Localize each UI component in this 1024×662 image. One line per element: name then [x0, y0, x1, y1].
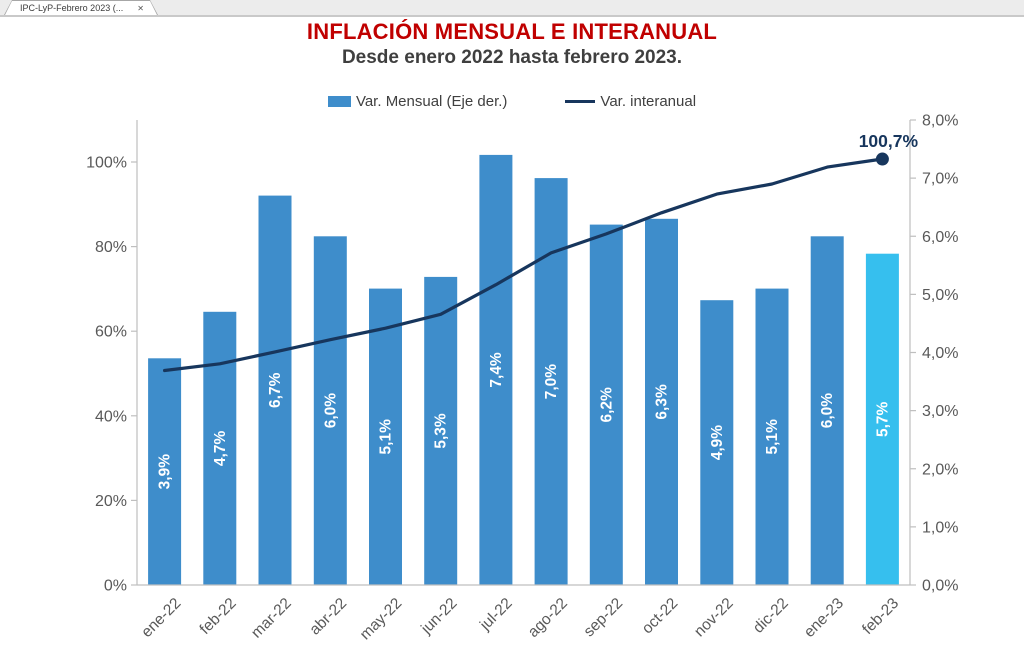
bar-value-label-jun-22: 5,3% [433, 413, 450, 449]
legend-label-var-interanual: Var. interanual [600, 92, 697, 110]
bar-value-label-abr-22: 6,0% [322, 393, 339, 429]
left-tick-label: 40% [95, 408, 127, 425]
right-tick-label: 2,0% [922, 461, 958, 478]
bar-value-label-ago-22: 7,0% [543, 364, 560, 400]
bars-var-mensual [148, 154, 899, 586]
left-tick-label: 20% [95, 493, 127, 510]
x-tick-label-jun-22: jun-22 [417, 595, 460, 638]
right-tick-label: 8,0% [922, 113, 958, 130]
right-tick-label: 3,0% [922, 403, 958, 420]
line-end-annotation: 100,7% [859, 131, 919, 151]
left-tick-label: 0% [104, 578, 127, 595]
bar-jun-22 [424, 276, 458, 585]
y-axis-left: 0% 20% 40% 60% 80% 100% [86, 155, 137, 595]
sheet-tab-inner: IPC-LyP-Febrero 2023 (... ✕ [5, 1, 157, 15]
sheet-tab-label: IPC-LyP-Febrero 2023 (... [20, 2, 124, 13]
bar-value-label-ene-23: 6,0% [819, 393, 836, 429]
bar-value-label-dic-22: 5,1% [764, 419, 781, 455]
right-tick-label: 1,0% [922, 519, 958, 536]
x-tick-label-feb-22: feb-22 [197, 595, 240, 638]
right-tick-label: 4,0% [922, 345, 958, 362]
bar-value-label-nov-22: 4,9% [709, 425, 726, 461]
x-tick-label-abr-22: abr-22 [306, 595, 350, 639]
bar-oct-22 [645, 218, 678, 586]
right-tick-label: 0,0% [922, 578, 958, 595]
chart-title: INFLACIÓN MENSUAL E INTERANUAL [306, 19, 718, 44]
left-tick-label: 60% [95, 324, 127, 341]
right-tick-label: 5,0% [922, 287, 958, 304]
left-tick-label: 100% [86, 155, 127, 172]
bar-value-labels: 3,9% 4,7% 6,7% 6,0% 5,1% 5,3% 7,4% 7,0% 6,2% 6,3%… [157, 352, 892, 489]
bar-feb-22 [203, 311, 237, 585]
x-tick-label-ene-23: ene-23 [801, 595, 847, 641]
bar-ago-22 [534, 178, 568, 585]
x-tick-label-nov-22: nov-22 [691, 595, 737, 641]
bar-value-label-oct-22: 6,3% [654, 384, 671, 420]
x-tick-label-ago-22: ago-22 [525, 595, 571, 641]
legend-item-var-interanual: Var. interanual [565, 93, 696, 110]
legend-item-var-mensual: Var. Mensual (Eje der.) [327, 92, 508, 110]
bar-feb-23 [865, 253, 899, 585]
x-tick-label-feb-23: feb-23 [859, 595, 902, 638]
chart-subtitle: Desde enero 2022 hasta febrero 2023. [341, 47, 683, 68]
y-axis-right: 0,0% 1,0% 2,0% 3,0% 4,0% 5,0% 6,0% 7,0% 8,0% [910, 113, 958, 595]
bar-value-label-jul-22: 7,4% [488, 352, 505, 388]
x-tick-label-dic-22: dic-22 [750, 595, 792, 637]
chart-legend: Var. Mensual (Eje der.) Var. interanual [0, 91, 1024, 111]
bar-mar-22 [258, 195, 292, 585]
left-tick-label: 80% [95, 239, 127, 256]
x-tick-label-oct-22: oct-22 [639, 595, 681, 637]
bar-ene-22 [148, 358, 182, 585]
x-tick-label-mar-22: mar-22 [248, 595, 295, 642]
bar-value-label-may-22: 5,1% [377, 419, 394, 455]
sheet-tab-active[interactable]: IPC-LyP-Febrero 2023 (... ✕ [4, 0, 158, 15]
bar-nov-22 [700, 300, 734, 585]
right-tick-label: 7,0% [922, 171, 958, 188]
bar-value-label-ene-22: 3,9% [157, 454, 174, 490]
tab-close-icon[interactable]: ✕ [137, 3, 144, 13]
legend-line-swatch-icon [565, 99, 596, 103]
x-axis-labels: ene-22 feb-22 mar-22 abr-22 may-22 jun-22 jul-… [138, 595, 902, 644]
bar-abr-22 [313, 236, 347, 586]
line-end-marker [875, 152, 889, 166]
bar-value-label-feb-22: 4,7% [212, 431, 229, 467]
legend-label-var-mensual: Var. Mensual (Eje der.) [355, 92, 508, 110]
bar-sep-22 [589, 224, 623, 585]
right-tick-label: 6,0% [922, 229, 958, 246]
bar-dic-22 [755, 288, 789, 585]
bar-value-label-feb-23: 5,7% [874, 401, 891, 437]
x-tick-label-may-22: may-22 [357, 595, 406, 644]
bar-ene-23 [810, 236, 844, 586]
bar-may-22 [369, 288, 402, 585]
axes [136, 120, 911, 586]
bar-jul-22 [479, 154, 513, 585]
bar-value-label-mar-22: 6,7% [267, 372, 284, 408]
sheet-tab-bar: IPC-LyP-Febrero 2023 (... ✕ [0, 0, 1024, 17]
x-tick-label-ene-22: ene-22 [138, 595, 184, 641]
legend-bar-swatch-icon [327, 95, 351, 107]
bar-value-label-sep-22: 6,2% [598, 387, 615, 423]
line-var-interanual [163, 157, 885, 373]
x-tick-label-jul-22: jul-22 [476, 595, 516, 635]
x-tick-label-sep-22: sep-22 [581, 595, 627, 641]
